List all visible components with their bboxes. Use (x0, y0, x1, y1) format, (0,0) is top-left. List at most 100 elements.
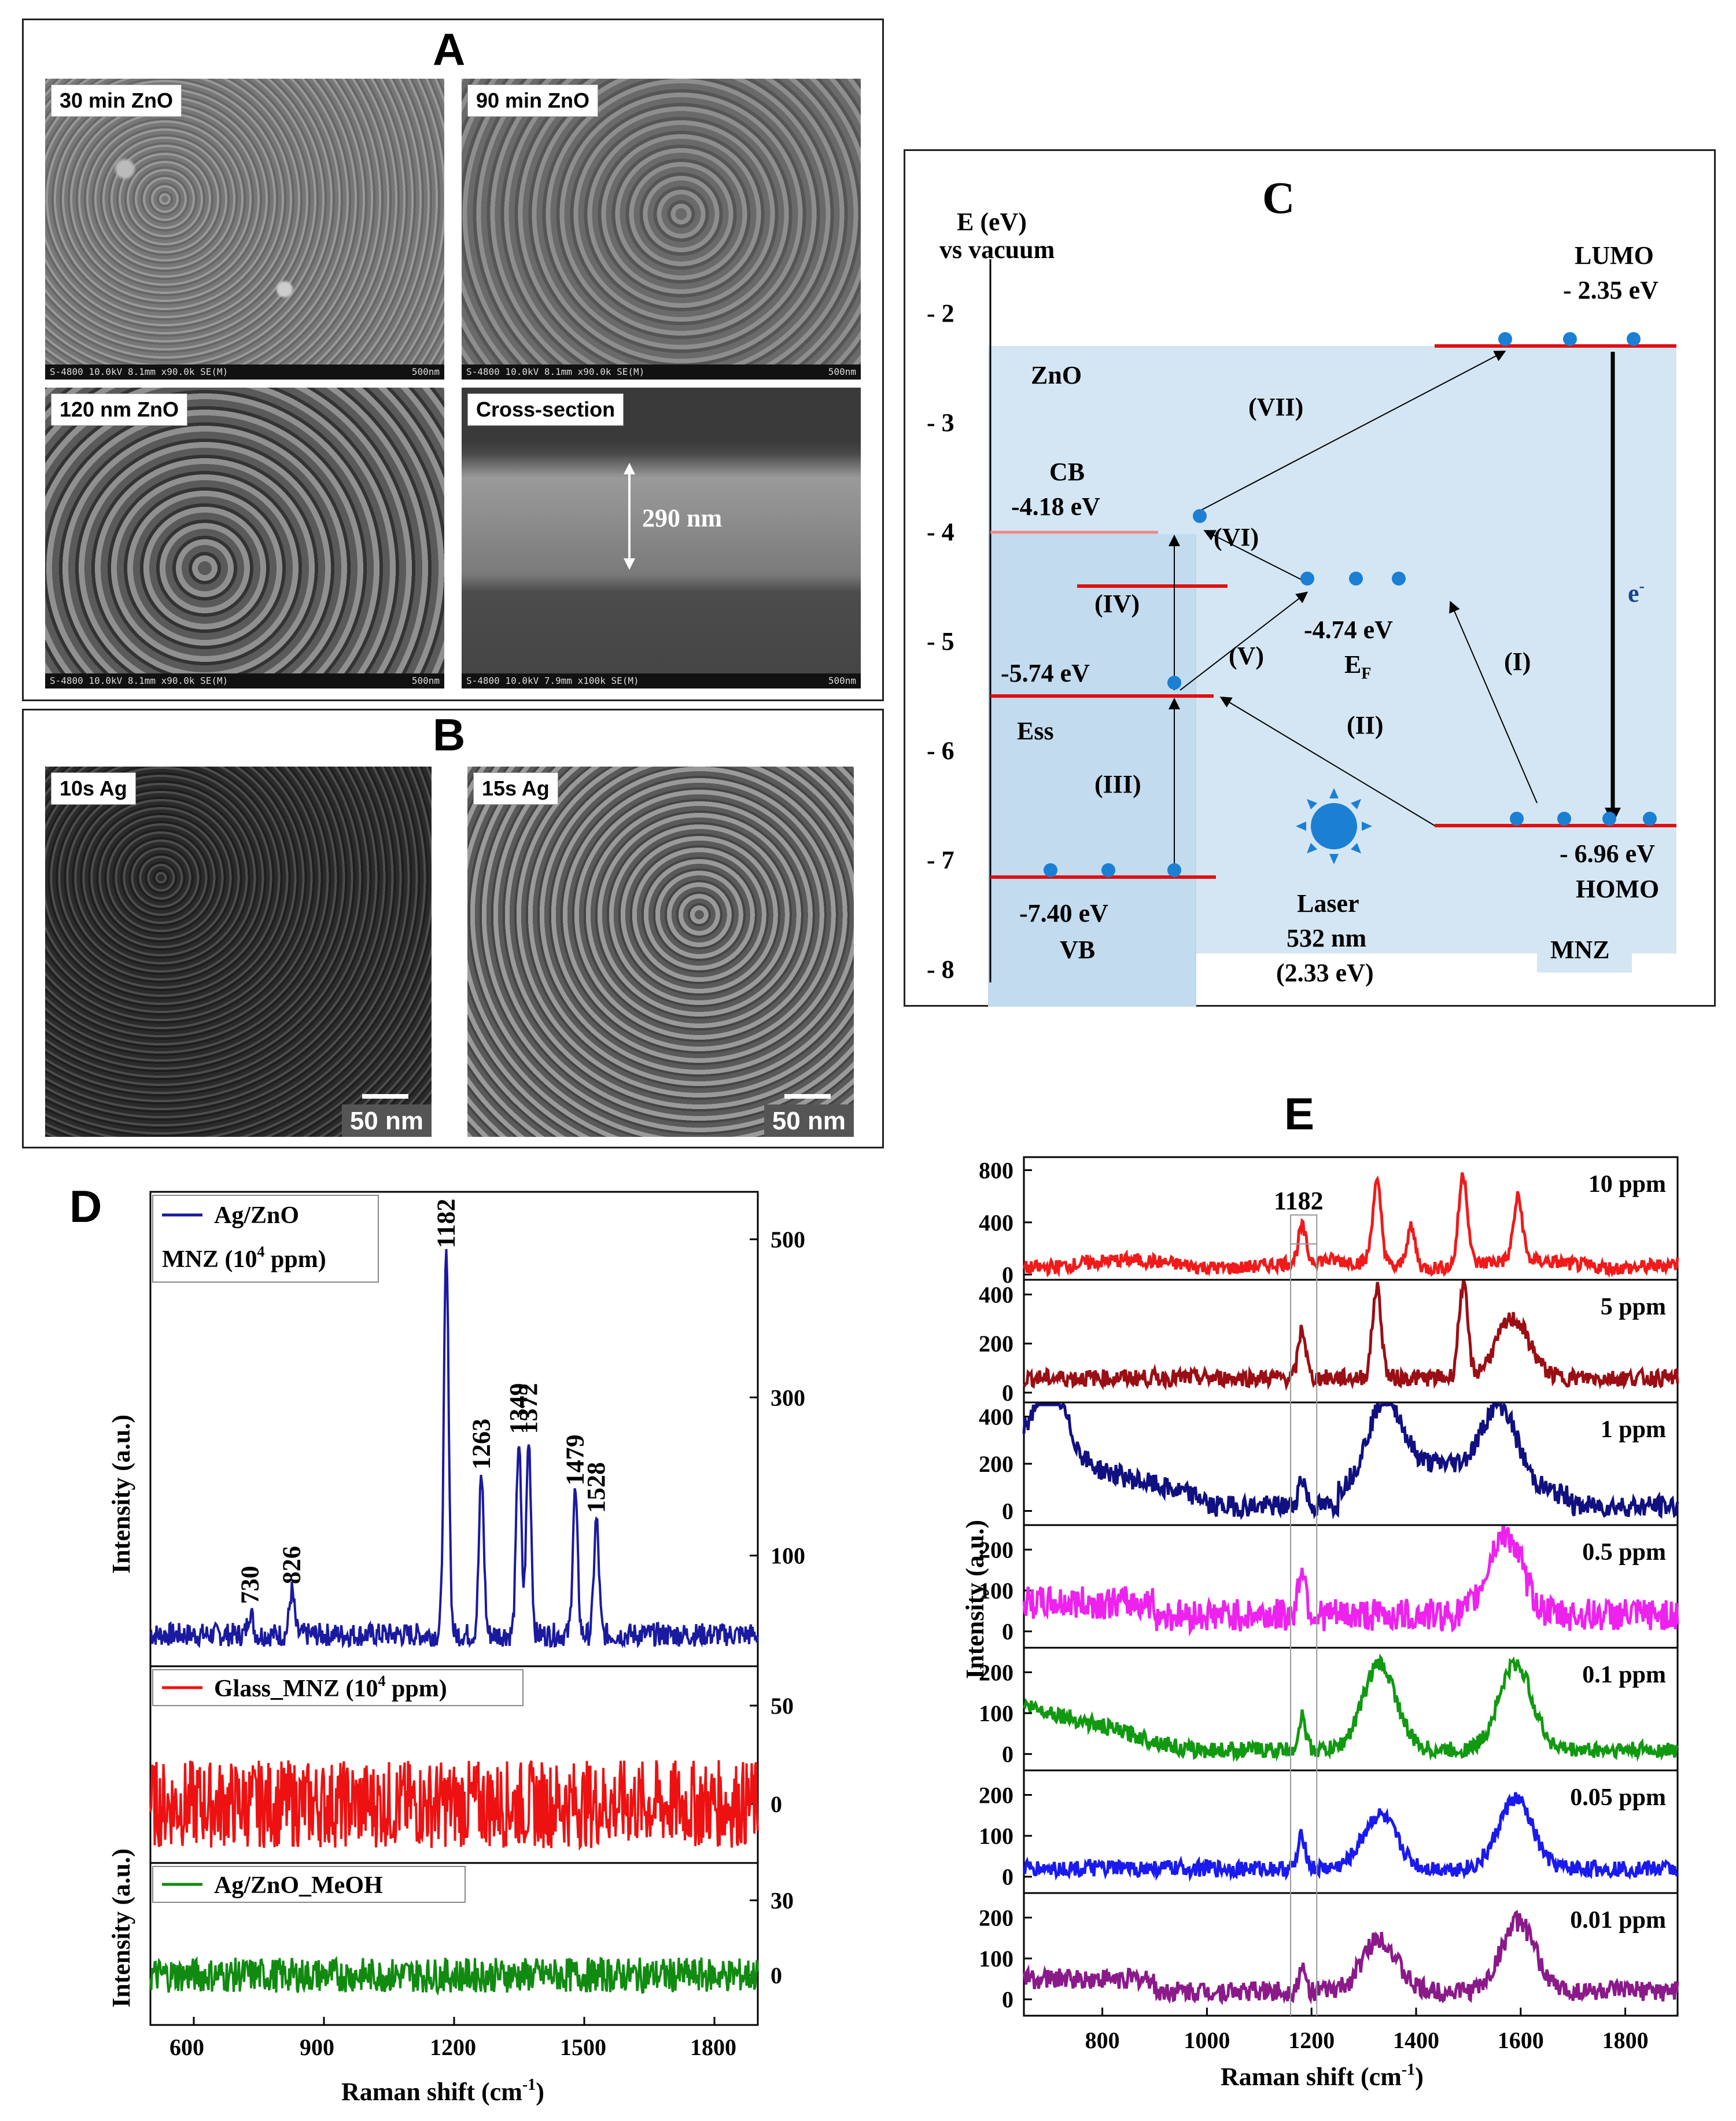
y-tick-label: 200 (979, 1537, 1013, 1563)
legend-label: Glass_MNZ (104 ppm) (214, 1673, 447, 1702)
concentration-label: 0.01 ppm (1570, 1907, 1666, 1934)
y-tick-label: 0 (1002, 1498, 1013, 1525)
y-tick-label: 0 (1002, 1987, 1013, 2013)
x-tick-label: 1800 (1602, 2027, 1649, 2053)
cb-label: CB (1049, 458, 1085, 486)
ef-value: -4.74 eV (1304, 616, 1393, 644)
y-tick-label: 100 (979, 1823, 1013, 1849)
sem-info: S-4800 10.0kV 7.9mm x100k SE(M) (466, 675, 639, 686)
sem-tag: 120 nm ZnO (51, 393, 188, 426)
spectrum-line (1022, 1401, 1679, 1520)
legend-box (152, 1195, 379, 1283)
laser-label-3: (2.33 eV) (1276, 959, 1374, 987)
panel-e-label: E (1284, 1088, 1315, 1139)
transition-label-v: (V) (1229, 642, 1264, 670)
homo-label: HOMO (1576, 875, 1659, 903)
peak-label: 1182 (432, 1199, 460, 1249)
y-tick-label: 0 (1002, 1864, 1013, 1890)
transition-label-iv: (IV) (1094, 590, 1140, 618)
peak-box (1290, 1214, 1318, 1244)
y-axis-label: Intensity (a.u.) (961, 1520, 989, 1679)
peak-label: 1528 (582, 1462, 610, 1513)
concentration-label: 0.1 ppm (1582, 1662, 1666, 1688)
y-tick-label: 200 (979, 1451, 1013, 1477)
spectrum-line (149, 1249, 759, 1649)
concentration-label: 0.5 ppm (1582, 1539, 1666, 1566)
scale-bar-line (784, 1094, 831, 1099)
panel-a-label: A (433, 24, 466, 75)
cb-value: -4.18 eV (1011, 492, 1100, 521)
y-tick-label: 200 (979, 1331, 1013, 1357)
y-tick-label: 0 (1002, 1619, 1013, 1645)
peak-label: 1479 (561, 1434, 589, 1485)
y-tick-label: 400 (979, 1210, 1013, 1236)
lumo-value: - 2.35 eV (1563, 276, 1658, 304)
ef-label: EF (1344, 650, 1371, 683)
x-tick-label: 900 (300, 2034, 334, 2060)
x-tick-label: 1600 (1498, 2027, 1544, 2053)
tick-label: - 8 (927, 955, 954, 984)
y-axis-label: Intensity (a.u.) (107, 1415, 135, 1574)
tick-label: - 3 (927, 408, 954, 437)
y-tick-label: 100 (979, 1946, 1013, 1972)
vb-value: -7.40 eV (1019, 899, 1108, 927)
spectrum-line (1023, 1280, 1679, 1391)
spectrum-line (1022, 1910, 1679, 2005)
thickness-arrow (624, 463, 635, 570)
concentration-label: 0.05 ppm (1570, 1784, 1666, 1811)
x-axis-label: Raman shift (cm-1) (1221, 2061, 1424, 2091)
tick-label: - 6 (927, 737, 954, 765)
plot-frame (1023, 1892, 1679, 2017)
tick-label: - 5 (927, 627, 954, 656)
transition-label-vi: (VI) (1214, 523, 1259, 551)
x-tick-label: 1200 (1288, 2027, 1335, 2053)
plot-frame (1023, 1647, 1679, 1772)
sem-tag: Cross-section (467, 393, 624, 426)
peak-label: 826 (278, 1546, 306, 1584)
transition-label-iii: (III) (1094, 770, 1141, 798)
peak-label: 1263 (467, 1419, 495, 1470)
afm-tag: 15s Ag (473, 772, 558, 805)
y-tick-label: 0 (1002, 1262, 1013, 1288)
peak-label: 1372 (514, 1383, 543, 1434)
tick-label: - 7 (927, 846, 954, 874)
sem-info-bar: S-4800 10.0kV 7.9mm x100k SE(M) 500nm (462, 673, 861, 688)
sem-tag: 90 min ZnO (467, 84, 599, 117)
spectrum-line (149, 1760, 759, 1851)
ess-label: Ess (1017, 717, 1054, 745)
afm-tile-15s: 15s Ag 50 nm (467, 767, 854, 1137)
x-axis-suffix: ) (536, 2078, 544, 2106)
sem-info-bar: S-4800 10.0kV 8.1mm x90.0k SE(M) 500nm (45, 364, 444, 380)
x-tick-label: 1800 (690, 2034, 736, 2060)
legend-label: Ag/ZnO_MeOH (214, 1872, 383, 1899)
zno-label: ZnO (1031, 361, 1082, 389)
concentration-label: 10 ppm (1588, 1171, 1666, 1198)
concentration-label: 5 ppm (1601, 1294, 1666, 1320)
homo-value: - 6.96 eV (1560, 839, 1655, 868)
sem-info: S-4800 10.0kV 8.1mm x90.0k SE(M) (50, 366, 228, 377)
scale-bar-line (362, 1094, 408, 1099)
transition-label-ii: (II) (1347, 711, 1384, 739)
afm-tag: 10s Ag (51, 772, 136, 805)
y-tick-label: 400 (979, 1282, 1013, 1308)
peak-label: 1182 (1274, 1187, 1324, 1215)
legend-suffix: ppm) (386, 1676, 447, 1702)
thickness-label: 290 nm (642, 504, 723, 532)
x-tick-label: 600 (169, 2034, 204, 2060)
afm-tile-10s: 10s Ag 50 nm (45, 767, 432, 1137)
legend-box (152, 1866, 466, 1903)
sem-info: S-4800 10.0kV 8.1mm x90.0k SE(M) (50, 675, 228, 686)
spectrum-line (1023, 1792, 1678, 1882)
legend-label: MNZ (104 ppm) (162, 1243, 326, 1273)
legend-sup: 4 (378, 1673, 386, 1689)
y-tick-label: 0 (1002, 1741, 1013, 1768)
ess-value: -5.74 eV (1001, 659, 1090, 687)
y-tick-label: 30 (771, 1888, 794, 1914)
y-tick-label: 100 (979, 1578, 1013, 1604)
legend-label: Ag/ZnO (214, 1202, 299, 1229)
transition-label-vii: (VII) (1248, 393, 1303, 421)
plot-frame (1023, 1524, 1679, 1649)
sem-info: S-4800 10.0kV 8.1mm x90.0k SE(M) (466, 366, 645, 377)
